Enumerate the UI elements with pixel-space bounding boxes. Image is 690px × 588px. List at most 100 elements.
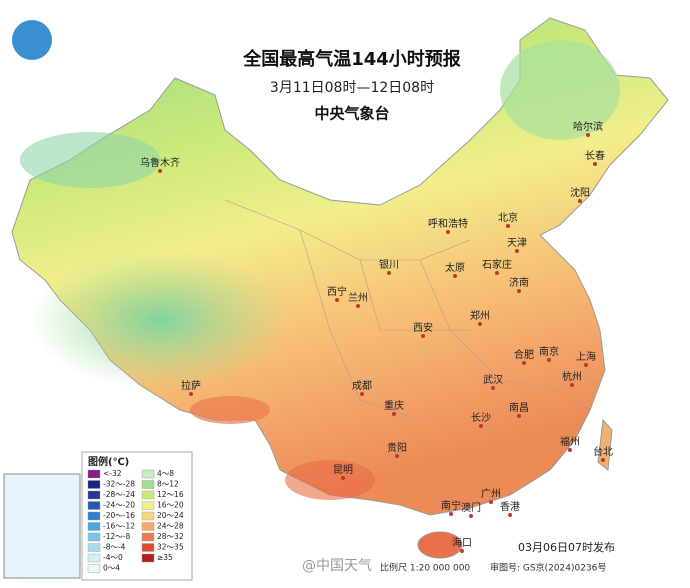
- legend-label: -20～-16: [103, 511, 135, 520]
- city-label: 沈阳: [570, 186, 590, 199]
- legend-swatch: [141, 469, 155, 479]
- city-dot: [517, 289, 521, 293]
- city-dot: [479, 424, 483, 428]
- legend-swatch: [87, 564, 101, 573]
- city-label: 武汉: [483, 373, 503, 386]
- city-dot: [515, 249, 519, 253]
- city-label: 南宁: [441, 499, 461, 512]
- northeast-zone: [500, 40, 620, 140]
- city-dot: [517, 414, 521, 418]
- legend-swatch: [141, 480, 155, 489]
- legend-label: -4～0: [103, 553, 123, 562]
- city-dot: [570, 383, 574, 387]
- city-dot: [489, 500, 493, 504]
- title: 全国最高气温144小时预报: [242, 48, 461, 70]
- city-dot: [586, 133, 590, 137]
- legend-label: <-32: [103, 469, 122, 478]
- legend-label: -28～-24: [103, 490, 135, 499]
- city-label: 天津: [507, 237, 527, 249]
- taiwan-island: [597, 418, 613, 471]
- city-label: 台北: [593, 445, 613, 458]
- hainan-island: [417, 531, 463, 559]
- south-tibet-zone: [190, 396, 270, 424]
- city-label: 广州: [481, 488, 501, 500]
- legend-swatch: [141, 490, 155, 500]
- city-dot: [506, 224, 510, 228]
- city-label: 郑州: [470, 309, 490, 322]
- south-sea-inset: [3, 473, 81, 579]
- legend-label: 8～12: [157, 480, 179, 489]
- legend-label: 12～16: [157, 490, 184, 499]
- city-dot: [547, 358, 551, 362]
- city-label: 上海: [576, 350, 596, 363]
- city-label: 贵阳: [387, 441, 407, 454]
- legend-label: -32～-28: [103, 480, 135, 489]
- plateau-zone: [30, 250, 290, 390]
- legend-swatch: [141, 501, 155, 510]
- legend-label: -12～-8: [103, 532, 130, 541]
- city-dot: [478, 322, 482, 326]
- city-dot: [395, 454, 399, 458]
- legend-swatch: [141, 511, 155, 521]
- watermark: @中国天气: [302, 558, 372, 574]
- city-label: 重庆: [384, 399, 404, 412]
- city-label: 合肥: [514, 348, 534, 361]
- city-label: 福州: [560, 435, 580, 448]
- legend-swatch: [141, 543, 155, 552]
- city-label: 乌鲁木齐: [140, 156, 180, 169]
- legend-label: 16～20: [157, 501, 184, 510]
- legend-swatch: [87, 469, 101, 479]
- city-label: 昆明: [333, 464, 353, 476]
- city-dot: [578, 199, 582, 203]
- city-dot: [356, 304, 360, 308]
- city-label: 银川: [379, 258, 399, 271]
- legend-label: 28～32: [157, 532, 184, 541]
- city-label: 长春: [585, 150, 605, 162]
- legend-swatch: [87, 501, 101, 510]
- city-dot: [392, 412, 396, 416]
- legend-label: ≥35: [157, 553, 173, 562]
- legend-swatch: [87, 553, 101, 563]
- approval: 审图号: GS京(2024)0236号: [490, 562, 606, 574]
- city-label: 长沙: [471, 412, 491, 424]
- legend-swatch: [87, 511, 101, 521]
- subtitle: 3月11日08时—12日08时: [270, 80, 434, 96]
- city-dot: [335, 298, 339, 302]
- legend-swatch: [87, 480, 101, 489]
- north-xinjiang-zone: [20, 132, 160, 188]
- legend-swatch: [141, 522, 155, 531]
- legend-label: 20～24: [157, 511, 184, 520]
- issued-time: 03月06日07时发布: [518, 540, 615, 554]
- city-dot: [568, 448, 572, 452]
- city-dot: [508, 513, 512, 517]
- legend-title: 图例(℃): [88, 455, 129, 468]
- city-label: 兰州: [348, 291, 368, 304]
- province-borders: [224, 199, 561, 421]
- city-label: 香港: [500, 501, 520, 513]
- legend-label: 24～28: [157, 522, 184, 531]
- yunnan-zone: [285, 460, 375, 500]
- city-label: 澳门: [461, 501, 481, 514]
- city-label: 济南: [509, 276, 529, 289]
- legend-swatch: [87, 532, 101, 542]
- legend: <-32-32～-28-28～-24-24～-20-20～-16-16～-12-…: [87, 469, 184, 573]
- legend-label: -16～-12: [103, 522, 135, 531]
- city-label: 西宁: [327, 285, 347, 298]
- legend-label: 0～4: [103, 564, 120, 573]
- city-dot: [189, 392, 193, 396]
- city-label: 石家庄: [482, 258, 512, 271]
- scale: 比例尺 1:20 000 000: [380, 562, 470, 574]
- city-dot: [601, 458, 605, 462]
- city-dot: [387, 271, 391, 275]
- city-dot: [584, 363, 588, 367]
- legend-label: -24～-20: [103, 501, 135, 510]
- city-label: 太原: [445, 261, 465, 274]
- city-label: 哈尔滨: [573, 120, 603, 133]
- city-dot: [446, 230, 450, 234]
- city-dot: [453, 274, 457, 278]
- city-dot: [341, 476, 345, 480]
- legend-swatch: [87, 543, 101, 552]
- legend-swatch: [87, 522, 101, 531]
